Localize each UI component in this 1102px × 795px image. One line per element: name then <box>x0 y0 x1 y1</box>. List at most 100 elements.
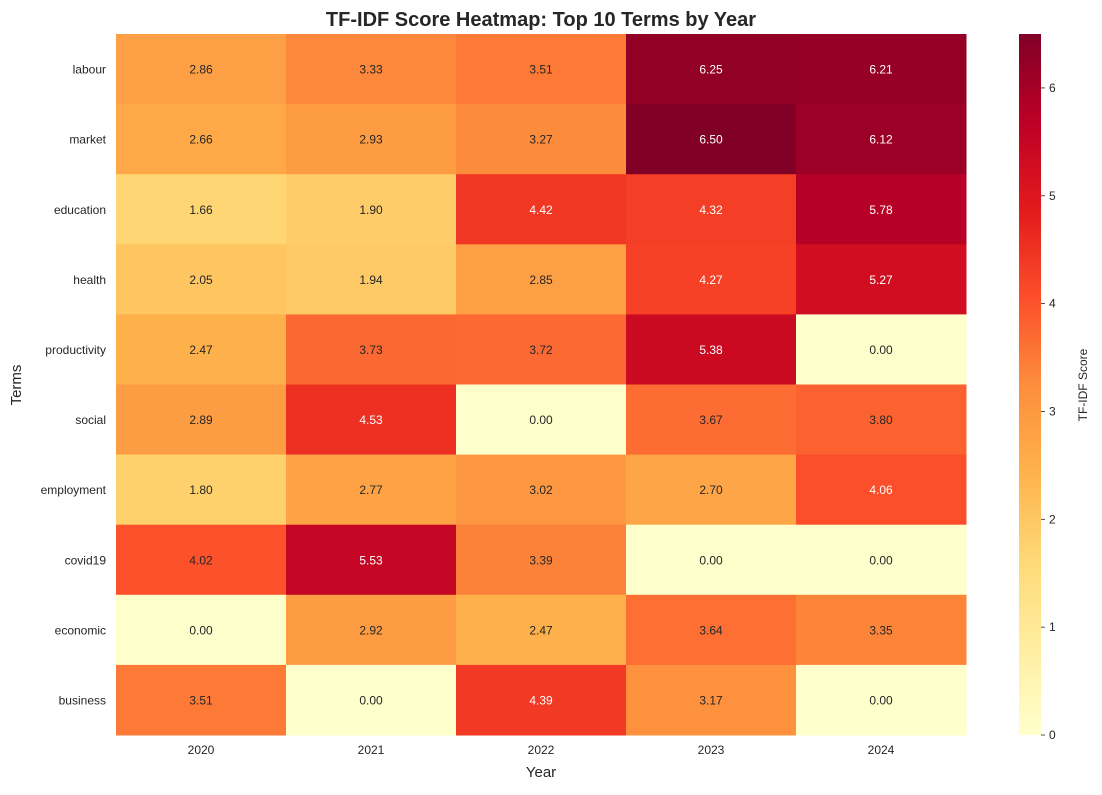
cell-value-label: 3.17 <box>699 693 723 707</box>
cell-value-label: 0.00 <box>869 693 893 707</box>
cell-value-label: 0.00 <box>529 413 553 427</box>
heatmap-cell <box>456 314 627 385</box>
heatmap-cell <box>456 664 627 736</box>
heatmap-cell <box>286 104 457 175</box>
cell-value-label: 2.85 <box>529 273 553 287</box>
cell-value-label: 5.38 <box>699 343 723 357</box>
cell-value-label: 2.77 <box>359 483 383 497</box>
heatmap-cell <box>116 314 287 385</box>
y-tick-label: business <box>59 693 106 707</box>
cell-value-label: 4.27 <box>699 273 723 287</box>
cell-value-label: 0.00 <box>359 693 383 707</box>
heatmap-cell <box>286 594 457 666</box>
heatmap-cell <box>626 104 797 175</box>
cell-value-label: 3.51 <box>529 63 553 77</box>
heatmap-cell <box>796 594 967 666</box>
heatmap-cell <box>456 594 627 666</box>
heatmap-cell <box>456 524 627 596</box>
colorbar-tick-label: 0 <box>1049 728 1056 742</box>
heatmap-cell <box>116 594 287 666</box>
cell-value-label: 3.27 <box>529 133 553 147</box>
heatmap-cell <box>796 314 967 385</box>
cell-value-label: 3.51 <box>189 693 213 707</box>
y-tick-label: economic <box>55 623 106 637</box>
x-tick-label: 2023 <box>698 743 725 757</box>
colorbar-tick-label: 3 <box>1049 404 1056 418</box>
heatmap-cell <box>286 454 457 526</box>
y-tick-label: productivity <box>45 343 106 357</box>
heatmap-cell <box>626 34 797 105</box>
cell-value-label: 1.90 <box>359 203 383 217</box>
heatmap-cell <box>796 664 967 736</box>
y-tick-label: health <box>73 273 106 287</box>
x-tick-label: 2024 <box>868 743 895 757</box>
heatmap-cell <box>626 314 797 385</box>
heatmap-cell <box>796 244 967 315</box>
cell-value-label: 0.00 <box>869 553 893 567</box>
heatmap-cell <box>456 244 627 315</box>
heatmap-cell <box>456 454 627 526</box>
cell-value-label: 3.33 <box>359 63 383 77</box>
cell-value-label: 0.00 <box>699 553 723 567</box>
colorbar: 0 1 2 3 4 5 6 TF-IDF Score <box>1019 34 1090 742</box>
cell-value-label: 4.42 <box>529 203 553 217</box>
cell-value-label: 3.64 <box>699 623 723 637</box>
y-tick-label: covid19 <box>65 553 107 567</box>
heatmap-cell <box>116 244 287 315</box>
heatmap-cell <box>286 384 457 456</box>
y-tick-label: employment <box>41 483 107 497</box>
heatmap-cell <box>626 244 797 315</box>
colorbar-tick-label: 2 <box>1049 512 1056 526</box>
cell-value-label: 3.39 <box>529 553 553 567</box>
y-tick-label: social <box>75 413 106 427</box>
cell-value-label: 5.78 <box>869 203 893 217</box>
cell-value-label: 6.25 <box>699 63 723 77</box>
y-tick-label: education <box>54 203 106 217</box>
colorbar-tick-label: 6 <box>1049 81 1056 95</box>
colorbar-tick-label: 1 <box>1049 620 1056 634</box>
cell-value-label: 4.53 <box>359 413 383 427</box>
colorbar-tick-label: 5 <box>1049 189 1056 203</box>
heatmap-cell <box>626 454 797 526</box>
cell-value-label: 4.32 <box>699 203 723 217</box>
heatmap-cell <box>456 174 627 245</box>
cell-value-label: 2.92 <box>359 623 383 637</box>
cell-value-label: 3.67 <box>699 413 723 427</box>
cell-value-label: 3.80 <box>869 413 893 427</box>
heatmap-cell <box>796 524 967 596</box>
heatmap-cell <box>626 594 797 666</box>
cell-value-label: 2.05 <box>189 273 213 287</box>
cell-value-label: 4.02 <box>189 553 213 567</box>
heatmap-cell <box>116 664 287 736</box>
cell-value-label: 2.47 <box>529 623 553 637</box>
cell-value-label: 4.06 <box>869 483 893 497</box>
heatmap-cell <box>456 104 627 175</box>
cell-value-label: 0.00 <box>189 623 213 637</box>
cell-value-label: 6.50 <box>699 133 723 147</box>
y-tick-labels: labour market education health productivity s… <box>41 63 107 708</box>
x-tick-label: 2020 <box>188 743 215 757</box>
y-axis-label: Terms <box>8 365 25 406</box>
cell-value-label: 3.72 <box>529 343 553 357</box>
x-tick-label: 2022 <box>528 743 555 757</box>
heatmap-cell <box>116 454 287 526</box>
cell-value-label: 3.73 <box>359 343 383 357</box>
cell-value-label: 2.70 <box>699 483 723 497</box>
cell-value-label: 2.93 <box>359 133 383 147</box>
cell-value-label: 1.94 <box>359 273 383 287</box>
cell-value-label: 3.02 <box>529 483 553 497</box>
heatmap-cell <box>626 384 797 456</box>
heatmap-cell <box>116 384 287 456</box>
cell-value-label: 0.00 <box>869 343 893 357</box>
heatmap-cell <box>286 34 457 105</box>
heatmap-cell <box>626 524 797 596</box>
heatmap-cells: 2.86 3.33 3.51 6.25 6.21 2.66 2.93 3.27 6.50 6.12… <box>116 34 967 736</box>
heatmap-cell <box>456 34 627 105</box>
heatmap-cell <box>796 384 967 456</box>
cell-value-label: 5.27 <box>869 273 893 287</box>
heatmap-cell <box>286 244 457 315</box>
cell-value-label: 2.89 <box>189 413 213 427</box>
x-tick-label: 2021 <box>358 743 385 757</box>
heatmap-cell <box>796 174 967 245</box>
